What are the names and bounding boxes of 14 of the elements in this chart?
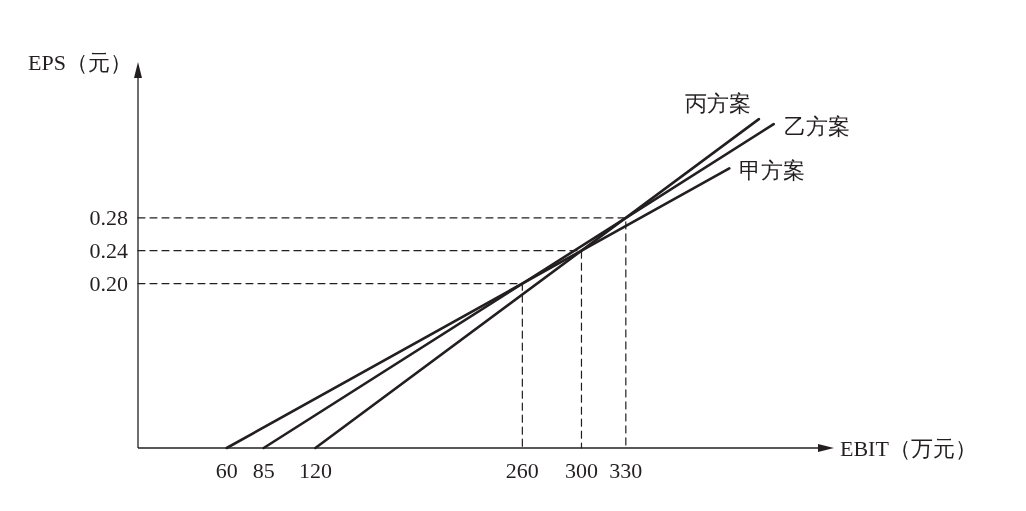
- series-label: 丙方案: [684, 91, 751, 117]
- x-tick-label: 85: [252, 458, 275, 483]
- x-axis-title: EBIT（万元）: [840, 436, 977, 461]
- series-label: 甲方案: [739, 158, 806, 184]
- y-axis-title: EPS（元）: [28, 50, 132, 75]
- y-tick-label: 0.24: [89, 237, 128, 263]
- x-tick-label: 60: [215, 458, 238, 483]
- x-tick-label: 120: [298, 458, 332, 483]
- x-tick-label: 260: [505, 458, 539, 483]
- x-tick-label: 330: [609, 458, 643, 483]
- x-tick-label: 300: [564, 458, 598, 483]
- y-tick-label: 0.28: [89, 204, 128, 230]
- series-label: 乙方案: [783, 114, 850, 140]
- y-tick-label: 0.20: [89, 270, 128, 296]
